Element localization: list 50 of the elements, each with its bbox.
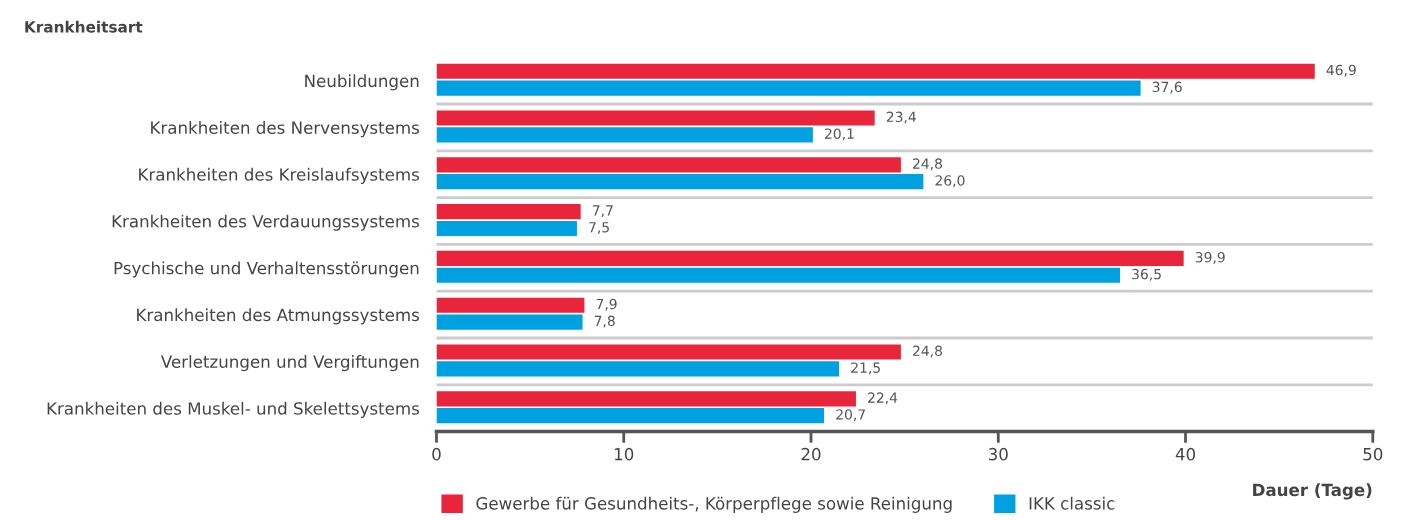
data-label: 26,0 (935, 175, 965, 188)
bar (436, 314, 583, 330)
x-tick-label: 40 (1175, 447, 1196, 461)
x-tick-label: 0 (432, 447, 441, 461)
y-tick-label: Krankheiten des Muskel- und Skelettsystems (47, 401, 420, 418)
data-label: 46,9 (1326, 64, 1356, 77)
data-label: 7,8 (594, 315, 615, 328)
bar (436, 267, 1120, 283)
bar (436, 174, 924, 190)
data-label: 24,8 (913, 345, 942, 358)
bar (436, 250, 1184, 267)
x-tick-label: 30 (988, 447, 1008, 461)
bar (436, 157, 901, 173)
data-label: 7,7 (592, 205, 613, 218)
x-tick-label: 20 (801, 447, 821, 461)
bar (436, 204, 581, 220)
bar (436, 391, 856, 407)
y-tick-label: Neubildungen (305, 74, 419, 91)
bar (436, 80, 1141, 96)
bar (436, 110, 875, 126)
y-axis-title: Krankheitsart (25, 20, 143, 33)
y-tick-label: Krankheiten des Verdauungssystems (112, 214, 419, 231)
x-tick-label: 10 (614, 447, 634, 461)
y-tick-label: Psychische und Verhaltensstörungen (114, 261, 419, 278)
legend-label: IKK classic (1029, 496, 1115, 510)
data-label: 24,8 (913, 158, 942, 171)
data-label: 7,9 (596, 298, 617, 311)
y-tick-label: Verletzungen und Vergiftungen (160, 355, 419, 372)
bar (436, 361, 840, 377)
x-tick-label: 50 (1363, 447, 1383, 461)
data-label: 37,6 (1152, 81, 1182, 94)
data-label: 36,5 (1132, 268, 1161, 281)
y-tick-label: Krankheiten des Nervensystems (151, 121, 419, 138)
y-tick-label: Krankheiten des Kreislaufsystems (139, 167, 420, 184)
legend-label: Gewerbe für Gesundheits-, Körperpflege sowie Reinigung (476, 496, 952, 513)
x-axis-title: Dauer (Tage) (1253, 483, 1372, 500)
data-label: 20,1 (825, 128, 854, 141)
data-label: 22,4 (868, 392, 898, 405)
bar (436, 408, 825, 424)
data-label: 7,5 (589, 222, 609, 234)
bar (436, 63, 1315, 79)
data-label: 23,4 (886, 111, 916, 124)
data-label: 21,5 (851, 362, 880, 375)
bar (436, 344, 901, 360)
bar (436, 297, 585, 313)
data-label: 39,9 (1195, 251, 1225, 264)
y-tick-label: Krankheiten des Atmungssystems (137, 308, 420, 325)
data-label: 20,7 (836, 409, 865, 422)
bar (436, 127, 813, 143)
bar (436, 220, 577, 237)
